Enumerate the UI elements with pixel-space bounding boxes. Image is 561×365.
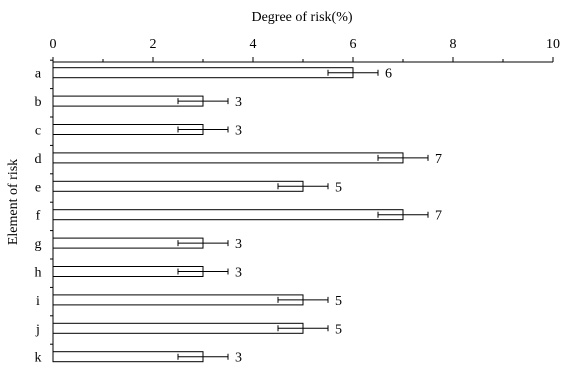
x-axis-title: Degree of risk(%) (251, 10, 352, 25)
data-label-i: 5 (335, 294, 342, 309)
y-axis-title: Element of risk (6, 159, 21, 245)
category-label-g: g (35, 237, 42, 252)
x-tick-label: 0 (50, 37, 57, 52)
data-label-a: 6 (385, 67, 392, 82)
data-label-f: 7 (435, 209, 442, 224)
category-label-k: k (35, 351, 42, 365)
x-tick-label: 4 (250, 37, 257, 52)
category-label-i: i (36, 294, 40, 309)
data-label-b: 3 (235, 95, 242, 110)
x-tick-label: 6 (350, 37, 357, 52)
category-label-j: j (35, 322, 40, 337)
bars: 6 3 3 7 5 7 3 3 5 5 3 (52, 67, 442, 365)
data-label-k: 3 (235, 351, 242, 365)
bar-d (52, 152, 404, 164)
data-label-h: 3 (235, 266, 242, 281)
x-axis: 0 2 4 6 8 10 (50, 37, 560, 63)
data-label-c: 3 (235, 124, 242, 139)
x-tick-label: 8 (450, 37, 457, 52)
bar-e (52, 180, 304, 192)
data-label-d: 7 (435, 152, 442, 167)
bar-a (52, 67, 354, 79)
x-tick-label: 10 (546, 37, 560, 52)
category-label-d: d (35, 152, 42, 167)
data-label-j: 5 (335, 322, 342, 337)
x-tick-label: 2 (150, 37, 157, 52)
category-label-c: c (35, 124, 41, 139)
bar-j (52, 322, 304, 334)
data-label-e: 5 (335, 180, 342, 195)
category-label-h: h (35, 266, 42, 281)
data-label-g: 3 (235, 237, 242, 252)
category-label-a: a (35, 67, 42, 82)
category-label-f: f (36, 209, 41, 224)
bar-f (52, 209, 404, 221)
bar-i (52, 294, 304, 306)
category-label-e: e (35, 180, 41, 195)
category-label-b: b (35, 95, 42, 110)
